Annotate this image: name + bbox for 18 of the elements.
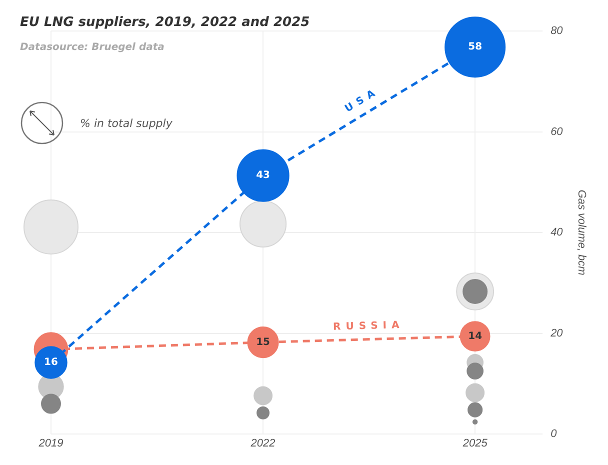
y-tick-label: 20	[550, 327, 564, 340]
y-tick-label: 40	[550, 226, 564, 239]
annotation: 14	[468, 330, 482, 342]
y-tick-label: 0	[550, 428, 558, 440]
x-tick-label: 2019	[38, 438, 64, 450]
chart-title: EU LNG suppliers, 2019, 2022 and 2025	[20, 15, 310, 30]
annotation: 15	[256, 336, 270, 348]
y-axis-title: Gas volume, bcm	[575, 190, 588, 276]
x-tick-label: 2025	[462, 438, 488, 450]
y-tick-label: 80	[550, 25, 564, 38]
annotation: 16	[44, 357, 58, 368]
x-tick-label: 2022	[250, 438, 276, 450]
annotation: % in total supply	[80, 116, 172, 130]
y-tick-label: 60	[550, 126, 564, 138]
text: Datasource: Bruegel data	[20, 42, 164, 53]
annotation: 58	[468, 42, 482, 53]
annotation: 43	[256, 170, 270, 182]
text: RUSSIA	[332, 320, 404, 333]
